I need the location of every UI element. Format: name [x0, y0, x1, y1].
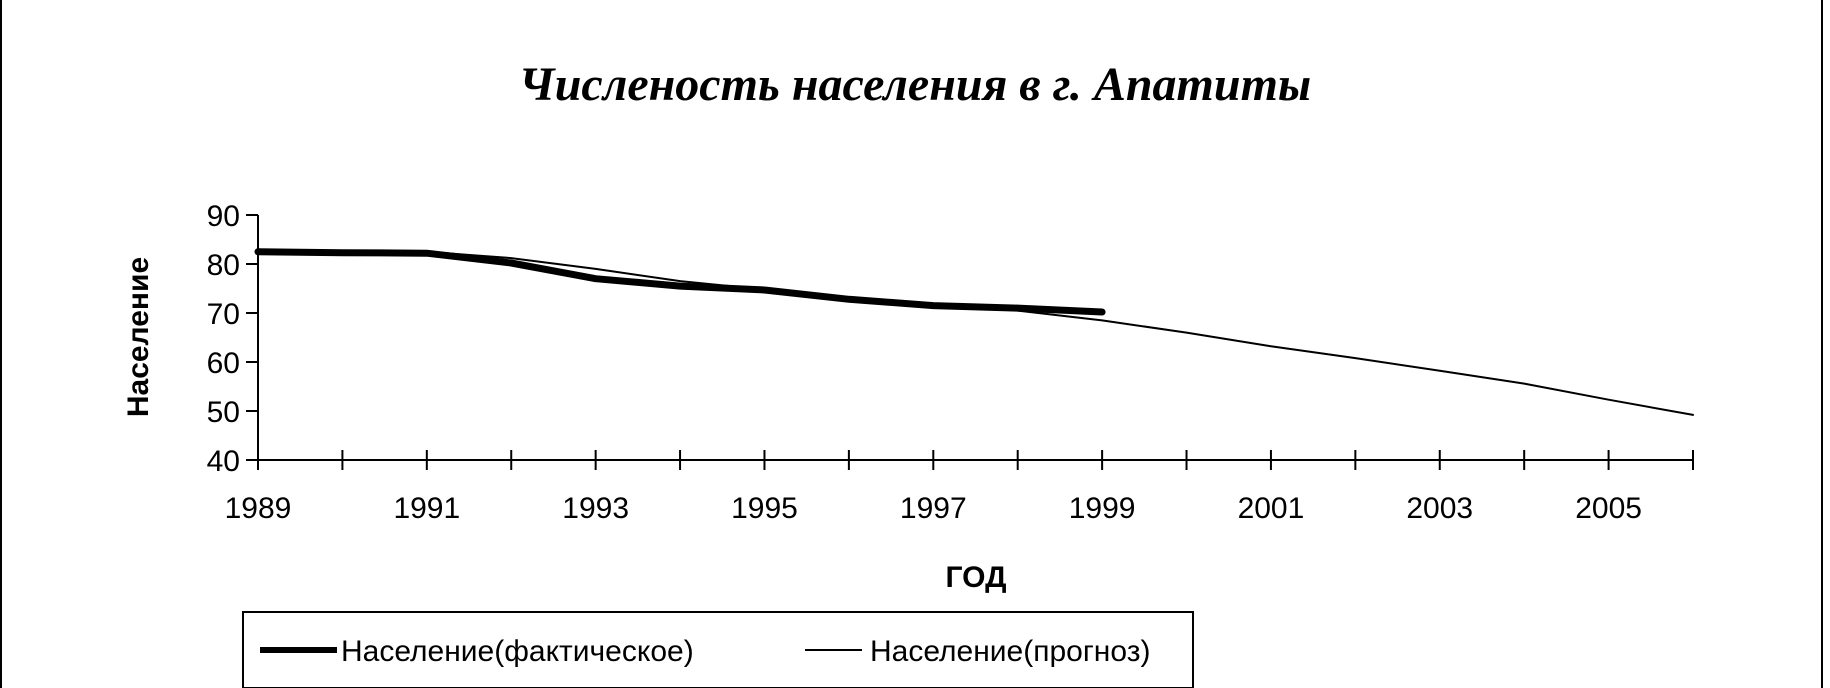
legend-label-forecast: Население(прогноз) [870, 635, 1150, 668]
y-tick-label: 40 [207, 445, 240, 478]
x-tick-label: 1997 [900, 492, 967, 525]
series-line-actual [254, 248, 1106, 316]
y-tick-label: 80 [207, 249, 240, 282]
y-tick-label: 50 [207, 396, 240, 429]
series-line-forecast [257, 250, 1694, 416]
x-tick-label: 2001 [1238, 492, 1305, 525]
legend: Население(фактическое) Население(прогноз… [242, 611, 1194, 688]
x-tick-label: 1995 [731, 492, 798, 525]
x-tick-label: 1993 [562, 492, 629, 525]
legend-box [242, 611, 1194, 688]
y-axis-title: Население [122, 257, 155, 417]
y-tick-label: 90 [207, 200, 240, 233]
y-tick-label: 60 [207, 347, 240, 380]
x-axis-title: ГОД [946, 561, 1007, 594]
y-tick-label: 70 [207, 298, 240, 331]
x-tick-label: 1999 [1069, 492, 1136, 525]
series-lines [254, 248, 1694, 416]
axes: 40 50 60 70 80 90 1989 1991 1993 1995 1997 1999 2001… [207, 200, 1694, 525]
x-tick-label: 2005 [1575, 492, 1642, 525]
chart-title: Численость населения в г. Апатиты [519, 58, 1311, 111]
x-tick-label: 2003 [1406, 492, 1473, 525]
legend-label-actual: Население(фактическое) [341, 635, 694, 668]
x-tick-label: 1991 [393, 492, 460, 525]
x-tick-label: 1989 [225, 492, 292, 525]
